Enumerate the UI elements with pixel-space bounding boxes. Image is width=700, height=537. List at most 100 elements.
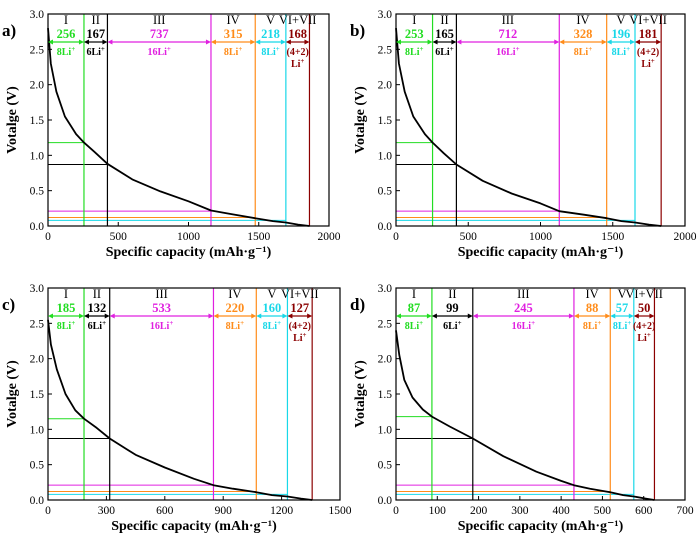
region-roman-label: IV: [586, 287, 599, 301]
region-capacity-label: 87: [408, 301, 421, 315]
x-axis-title: Specific capacity (mAh·g⁻¹): [458, 245, 624, 260]
y-tick-label: 1.0: [378, 424, 393, 436]
region-arrow-head-right: [304, 39, 310, 45]
region-roman-label: I: [412, 287, 416, 301]
region-arrow-head-right: [601, 39, 607, 45]
region-capacity-label: 185: [57, 301, 76, 315]
plot-frame: [395, 287, 686, 501]
region-roman-label: II: [440, 13, 448, 27]
region-li-label: 8Li+: [612, 45, 630, 58]
region-roman-label: I: [64, 13, 68, 27]
x-axis-title: Specific capacity (mAh·g⁻¹): [111, 519, 277, 534]
region-capacity-label: 712: [498, 27, 517, 41]
region-roman-label: IV: [227, 13, 240, 27]
region-capacity-label: 167: [86, 27, 105, 41]
region-roman-label: I: [64, 287, 68, 301]
y-axis-title: Votalge (V): [353, 360, 368, 428]
region-li-label: 8Li+: [261, 45, 279, 58]
x-tick-label: 900: [215, 505, 233, 517]
region-capacity-label: 127: [290, 301, 309, 315]
region-roman-label: IV: [576, 13, 589, 27]
region-li-label: 8Li+: [57, 45, 75, 58]
region-li-label: 6Li+: [435, 45, 453, 58]
region-li-label: 8Li+: [57, 319, 75, 332]
region-arrow-head-left: [610, 313, 616, 319]
y-tick-label: 2.5: [30, 318, 45, 330]
region-roman-label: II: [92, 13, 100, 27]
region-li-label: 8Li+: [574, 45, 592, 58]
region-li-label: 16Li+: [512, 319, 535, 332]
region-capacity-label: 220: [226, 301, 245, 315]
y-tick-label: 3.0: [378, 283, 393, 295]
x-tick-label: 600: [156, 505, 174, 517]
region-capacity-label: 328: [574, 27, 593, 41]
plot-frame: [47, 287, 341, 501]
region-capacity-label: 181: [639, 27, 658, 41]
x-tick-label: 500: [110, 231, 128, 243]
x-tick-label: 700: [676, 505, 694, 517]
region-capacity-label: 533: [152, 301, 171, 315]
region-li-label: 16Li+: [150, 319, 173, 332]
x-tick-label: 200: [470, 505, 488, 517]
y-tick-label: 1.0: [378, 150, 393, 162]
x-tick-label: 400: [553, 505, 571, 517]
region-li-label: 8Li+: [224, 45, 242, 58]
region-arrow-head-right: [280, 39, 286, 45]
region-arrow-head-right: [79, 313, 85, 319]
y-axis-title: Votalge (V): [5, 86, 20, 154]
y-axis-title: Votalge (V): [5, 360, 20, 428]
region-arrow-head-left: [84, 313, 90, 319]
discharge-curve: [47, 319, 313, 501]
y-tick-label: 2.5: [378, 44, 393, 56]
region-arrow-head-left: [633, 313, 639, 319]
y-tick-label: 0.5: [378, 186, 393, 198]
region-capacity-label: 253: [405, 27, 424, 41]
region-arrow-head-left: [255, 39, 261, 45]
region-li-label: (4+2): [633, 321, 655, 332]
region-capacity-label: 50: [638, 301, 651, 315]
region-li-label: 16Li+: [147, 45, 170, 58]
y-tick-label: 1.5: [378, 115, 393, 127]
x-tick-label: 1500: [601, 231, 624, 243]
region-roman-label: I: [412, 13, 416, 27]
region-roman-label: V: [266, 13, 275, 27]
region-li-label: 6Li+: [86, 45, 104, 58]
y-tick-label: 1.0: [30, 424, 45, 436]
region-capacity-label: 132: [87, 301, 106, 315]
region-li-label: 8Li+: [226, 319, 244, 332]
region-roman-label: III: [153, 13, 166, 27]
panel-letter: d): [350, 295, 365, 314]
x-tick-label: 1000: [177, 231, 200, 243]
chart-panel-b: 0.0 0.5 1.0 1.5 2.0 2.5 3.0 0 500 1000 1500 2000 Spe…: [350, 9, 697, 260]
region-arrow-head-right: [251, 313, 257, 319]
x-tick-label: 300: [98, 505, 116, 517]
panel-letter: b): [350, 21, 365, 40]
x-tick-label: 0: [393, 505, 399, 517]
x-tick-label: 2000: [318, 231, 341, 243]
region-arrow-head-right: [656, 39, 662, 45]
y-tick-label: 3.0: [30, 283, 45, 295]
region-li-label: 6Li+: [443, 319, 461, 332]
y-tick-label: 0.5: [30, 186, 45, 198]
region-arrow-head-left: [559, 39, 565, 45]
y-tick-label: 2.5: [30, 44, 45, 56]
x-tick-label: 0: [393, 231, 399, 243]
region-arrow-head-left: [210, 39, 216, 45]
y-tick-label: 0.5: [378, 460, 393, 472]
x-tick-label: 2000: [674, 231, 697, 243]
region-arrow-head-right: [554, 39, 560, 45]
region-arrow-head-left: [396, 39, 401, 45]
region-arrow-head-right: [282, 313, 288, 319]
region-arrow-head-right: [568, 313, 574, 319]
region-capacity-label: 196: [611, 27, 630, 41]
region-arrow-head-left: [48, 313, 53, 319]
region-roman-label: VI+VII: [279, 13, 317, 27]
region-arrow-head-right: [104, 313, 110, 319]
region-arrow-head-left: [431, 313, 437, 319]
region-li-label: 16Li+: [496, 45, 519, 58]
discharge-curve: [395, 28, 662, 227]
region-capacity-label: 315: [224, 27, 243, 41]
y-axis-title: Votalge (V): [353, 86, 368, 154]
plot-frame: [47, 13, 330, 227]
region-li-label-line2: Li+: [637, 331, 650, 344]
